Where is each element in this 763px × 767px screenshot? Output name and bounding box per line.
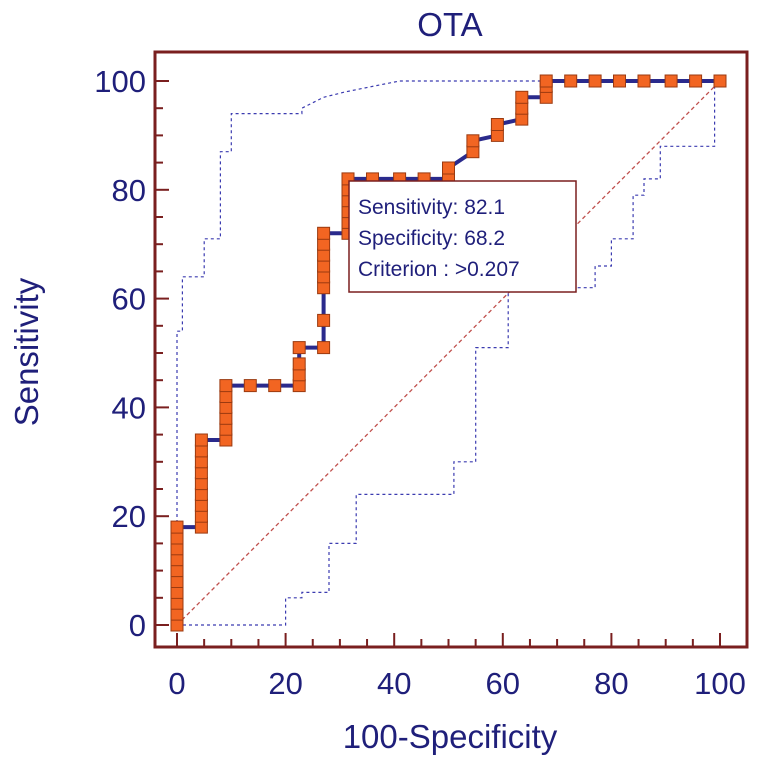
roc-point (713, 74, 727, 88)
roc-point (637, 74, 651, 88)
annotation-criterion: Criterion : >0.207 (358, 258, 520, 281)
roc-point (613, 74, 626, 88)
upper-confidence-bound-line (176, 80, 720, 625)
roc-point (194, 498, 208, 512)
x-tick-label: 100 (694, 666, 746, 701)
criterion-annotation: Sensitivity: 82.1 Specificity: 68.2 Crit… (348, 180, 577, 293)
annotation-specificity: Specificity: 68.2 (358, 227, 505, 250)
roc-point (194, 433, 208, 447)
roc-point (170, 542, 184, 556)
annotation-box (348, 180, 577, 293)
roc-point (317, 281, 331, 295)
roc-point (170, 618, 184, 632)
roc-point (170, 575, 184, 588)
roc-point (588, 74, 602, 88)
roc-point (539, 74, 553, 88)
roc-point (194, 477, 208, 491)
roc-point (170, 564, 184, 578)
roc-point (317, 248, 331, 262)
roc-point (170, 596, 184, 610)
roc-point (194, 509, 208, 523)
roc-point (219, 422, 233, 436)
roc-point (490, 128, 504, 142)
roc-point (292, 368, 306, 382)
plot-frame (153, 50, 749, 649)
chart-title: OTA (417, 6, 482, 43)
roc-point (292, 379, 306, 393)
reference-diagonal-line (176, 80, 721, 626)
roc-point (170, 520, 184, 534)
x-axis-label: 100-Specificity (343, 718, 558, 755)
x-tick-label: 80 (594, 666, 628, 701)
x-tick-label: 60 (486, 666, 520, 701)
annotation-sensitivity: Sensitivity: 82.1 (358, 196, 505, 219)
roc-point (317, 313, 331, 327)
roc-point (219, 400, 233, 414)
roc-point (515, 101, 529, 115)
roc-point (194, 455, 208, 469)
y-tick-label: 60 (112, 282, 146, 317)
roc-point (664, 74, 678, 88)
roc-point (317, 259, 331, 273)
roc-point (515, 112, 529, 126)
roc-point (194, 444, 208, 458)
roc-point (689, 74, 703, 88)
x-tick-label: 20 (268, 666, 302, 701)
x-tick-label: 40 (377, 666, 411, 701)
axis-ticks (155, 80, 721, 647)
roc-point (219, 390, 233, 403)
tick-labels: 0 20 40 60 80 100 0 20 40 60 80 100 (94, 64, 746, 701)
roc-point (219, 379, 233, 393)
marker-layer (170, 74, 727, 632)
y-tick-label: 0 (129, 608, 146, 643)
roc-point (170, 531, 184, 545)
roc-point (564, 74, 578, 88)
roc-point (490, 118, 504, 131)
roc-point (170, 607, 184, 621)
roc-point (317, 237, 331, 251)
roc-point (292, 357, 306, 371)
y-tick-label: 100 (94, 64, 146, 99)
roc-point (515, 90, 529, 104)
roc-point (442, 161, 455, 175)
roc-point (194, 487, 208, 501)
x-tick-label: 0 (168, 666, 185, 701)
roc-point (466, 134, 480, 148)
roc-point (466, 145, 480, 159)
roc-point (292, 341, 306, 355)
y-tick-label: 20 (112, 499, 146, 534)
roc-point (170, 585, 184, 599)
lower-confidence-bound-line (177, 81, 716, 626)
y-tick-label: 80 (112, 173, 146, 208)
roc-point (317, 270, 331, 284)
roc-point (219, 411, 233, 425)
roc-point (317, 226, 331, 240)
roc-point (317, 341, 331, 355)
roc-point (194, 520, 208, 534)
roc-point (219, 433, 233, 447)
roc-point (268, 379, 282, 393)
roc-point (170, 553, 184, 567)
roc-point (243, 379, 257, 393)
roc-point (539, 90, 553, 104)
y-axis-label: Sensitivity (8, 277, 45, 426)
y-tick-label: 40 (112, 390, 146, 425)
roc-point (194, 466, 208, 480)
